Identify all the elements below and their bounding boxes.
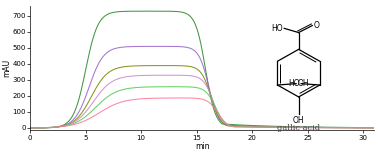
X-axis label: min: min [195, 142, 209, 151]
Text: HO: HO [288, 79, 300, 88]
Text: OH: OH [297, 79, 309, 88]
Text: gallic acid: gallic acid [277, 124, 320, 131]
Text: HO: HO [271, 24, 283, 33]
Y-axis label: mAU: mAU [2, 59, 11, 77]
Text: O: O [314, 21, 319, 30]
Text: OH: OH [293, 116, 304, 125]
